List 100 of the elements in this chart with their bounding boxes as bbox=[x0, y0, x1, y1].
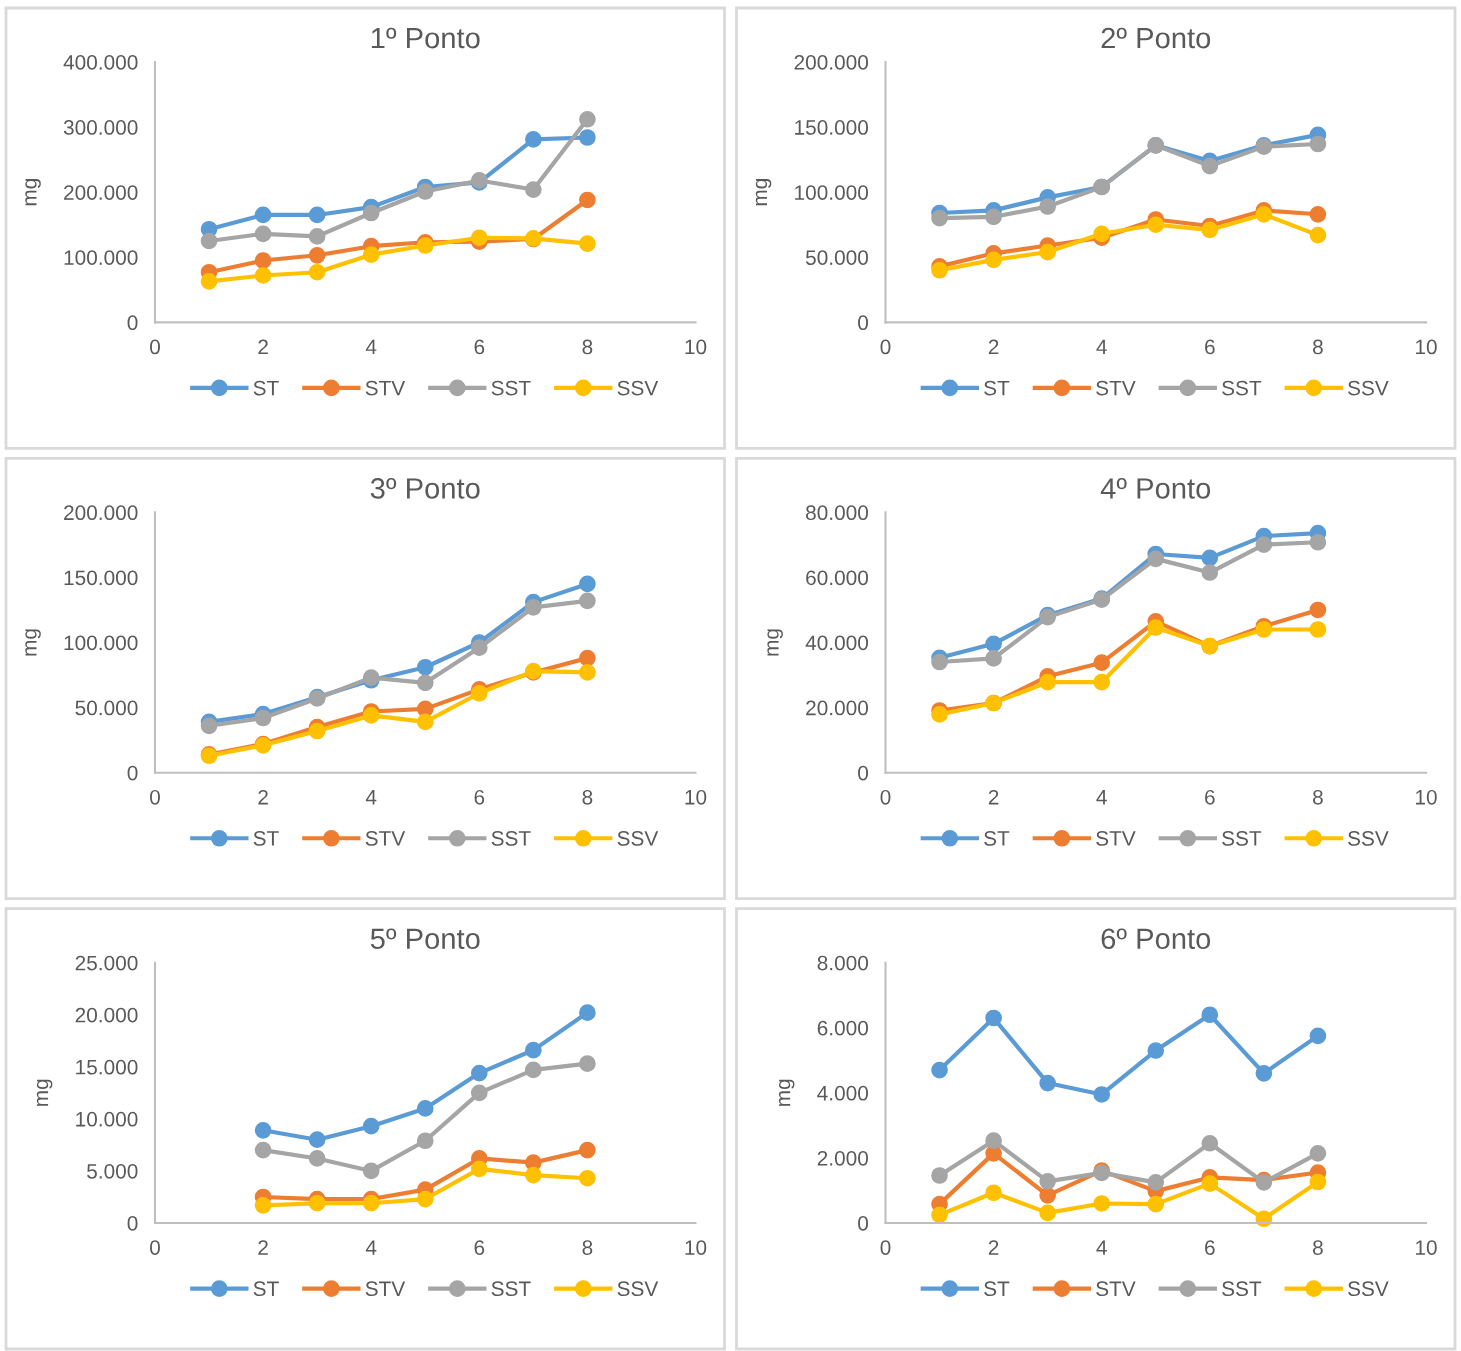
y-tick-label: 200.000 bbox=[64, 185, 138, 200]
x-tick-label: 2 bbox=[258, 789, 268, 805]
legend-label: SSV bbox=[617, 831, 659, 846]
y-tick-label: 0 bbox=[858, 1216, 869, 1231]
x-tick-label: 6 bbox=[1205, 339, 1215, 355]
legend-label: SST bbox=[491, 380, 531, 396]
chart-title: 5º Ponto bbox=[370, 928, 480, 950]
legend-label: SST bbox=[1222, 1281, 1262, 1297]
y-tick-label: 150.000 bbox=[795, 120, 869, 135]
y-tick-label: 8.000 bbox=[817, 955, 869, 971]
legend-label: STV bbox=[365, 380, 406, 396]
x-tick-label: 10 bbox=[685, 1240, 707, 1255]
x-tick-label: 6 bbox=[474, 789, 485, 805]
x-tick-label: 2 bbox=[988, 789, 999, 805]
x-tick-label: 8 bbox=[582, 339, 593, 355]
legend-label: STV bbox=[1096, 380, 1136, 396]
y-tick-label: 50.000 bbox=[75, 700, 138, 716]
y-tick-label: 200.000 bbox=[794, 55, 869, 70]
y-tick-label: 0 bbox=[127, 1216, 138, 1231]
chart-title: 2º Ponto bbox=[1101, 27, 1211, 49]
y-tick-label: 15.000 bbox=[76, 1059, 138, 1075]
x-tick-label: 6 bbox=[1205, 789, 1215, 805]
x-tick-label: 10 bbox=[685, 789, 707, 805]
x-tick-label: 4 bbox=[1096, 339, 1107, 355]
legend-label: STV bbox=[1096, 831, 1136, 846]
legend-label: SSV bbox=[617, 380, 659, 396]
legend-label: ST bbox=[984, 1281, 1010, 1297]
legend-label: SST bbox=[491, 1281, 531, 1297]
x-tick-label: 10 bbox=[1416, 339, 1437, 355]
y-axis-title: mg bbox=[755, 179, 772, 206]
y-tick-label: 25.000 bbox=[75, 955, 138, 971]
x-tick-label: 8 bbox=[1313, 1240, 1323, 1255]
x-tick-label: 4 bbox=[365, 790, 377, 805]
x-tick-label: 6 bbox=[474, 339, 485, 355]
y-tick-label: 200.000 bbox=[64, 505, 138, 521]
legend-label: SSV bbox=[1348, 380, 1389, 396]
x-tick-label: 2 bbox=[988, 1240, 999, 1255]
y-tick-label: 5.000 bbox=[87, 1163, 138, 1179]
y-tick-label: 300.000 bbox=[63, 120, 138, 135]
legend-label: STV bbox=[365, 1281, 406, 1297]
y-axis-title: mg bbox=[767, 629, 783, 656]
legend-label: ST bbox=[253, 380, 279, 396]
x-tick-label: 2 bbox=[258, 1240, 268, 1255]
chart-title: 3º Ponto bbox=[370, 478, 480, 499]
legend-label: SST bbox=[1222, 380, 1262, 396]
x-tick-label: 10 bbox=[685, 339, 707, 355]
x-tick-label: 6 bbox=[1205, 1240, 1215, 1255]
y-axis-title: mg bbox=[778, 1079, 795, 1106]
chart-title: 6º Ponto bbox=[1101, 928, 1211, 950]
y-tick-label: 2.000 bbox=[817, 1150, 869, 1166]
x-tick-label: 6 bbox=[474, 1240, 485, 1255]
x-tick-label: 10 bbox=[1416, 789, 1437, 805]
legend-label: STV bbox=[365, 831, 406, 846]
x-tick-label: 8 bbox=[582, 789, 593, 805]
x-tick-label: 2 bbox=[988, 339, 999, 355]
legend-label: ST bbox=[984, 380, 1010, 396]
x-tick-label: 0 bbox=[150, 1240, 160, 1255]
x-tick-label: 2 bbox=[258, 339, 268, 355]
y-tick-label: 4.000 bbox=[817, 1085, 869, 1101]
y-axis-title: mg bbox=[25, 179, 41, 206]
y-tick-label: 0 bbox=[858, 315, 869, 331]
y-tick-label: 0 bbox=[127, 315, 138, 331]
chart-title: 1º Ponto bbox=[371, 27, 480, 49]
chart-title: 4º Ponto bbox=[1100, 478, 1211, 499]
x-tick-label: 8 bbox=[1313, 789, 1323, 805]
y-tick-label: 100.000 bbox=[64, 250, 138, 265]
x-tick-label: 0 bbox=[880, 789, 891, 805]
y-tick-label: 100.000 bbox=[795, 185, 869, 200]
legend-label: SST bbox=[491, 831, 531, 846]
legend-label: SSV bbox=[617, 1281, 659, 1297]
y-tick-label: 20.000 bbox=[75, 1007, 138, 1023]
x-tick-label: 0 bbox=[150, 339, 160, 355]
y-tick-label: 80.000 bbox=[806, 505, 869, 521]
x-tick-label: 4 bbox=[1096, 790, 1107, 805]
legend-label: SSV bbox=[1348, 831, 1389, 846]
legend-label: ST bbox=[253, 1281, 279, 1297]
x-tick-label: 0 bbox=[880, 339, 891, 355]
x-tick-label: 8 bbox=[1313, 339, 1323, 355]
x-tick-label: 4 bbox=[365, 339, 377, 355]
y-tick-label: 0 bbox=[858, 765, 869, 781]
y-axis-title: mg bbox=[36, 1079, 53, 1106]
y-tick-label: 20.000 bbox=[806, 700, 869, 716]
legend-label: ST bbox=[253, 831, 279, 846]
legend-label: STV bbox=[1096, 1281, 1136, 1297]
x-tick-label: 4 bbox=[1096, 1240, 1107, 1255]
y-tick-label: 50.000 bbox=[805, 250, 869, 265]
y-tick-label: 150.000 bbox=[64, 570, 138, 586]
x-tick-label: 0 bbox=[150, 789, 160, 805]
y-tick-label: 0 bbox=[127, 765, 138, 781]
y-tick-label: 40.000 bbox=[805, 635, 869, 651]
x-tick-label: 10 bbox=[1416, 1240, 1437, 1255]
y-axis-title: mg bbox=[25, 629, 41, 656]
legend-label: ST bbox=[984, 831, 1010, 846]
x-tick-label: 4 bbox=[365, 1240, 377, 1255]
y-tick-label: 400.000 bbox=[63, 55, 138, 70]
x-tick-label: 0 bbox=[880, 1240, 891, 1255]
y-tick-label: 100.000 bbox=[64, 635, 138, 651]
y-tick-label: 6.000 bbox=[817, 1020, 869, 1036]
legend-label: SSV bbox=[1348, 1281, 1389, 1297]
y-tick-label: 60.000 bbox=[806, 570, 869, 586]
